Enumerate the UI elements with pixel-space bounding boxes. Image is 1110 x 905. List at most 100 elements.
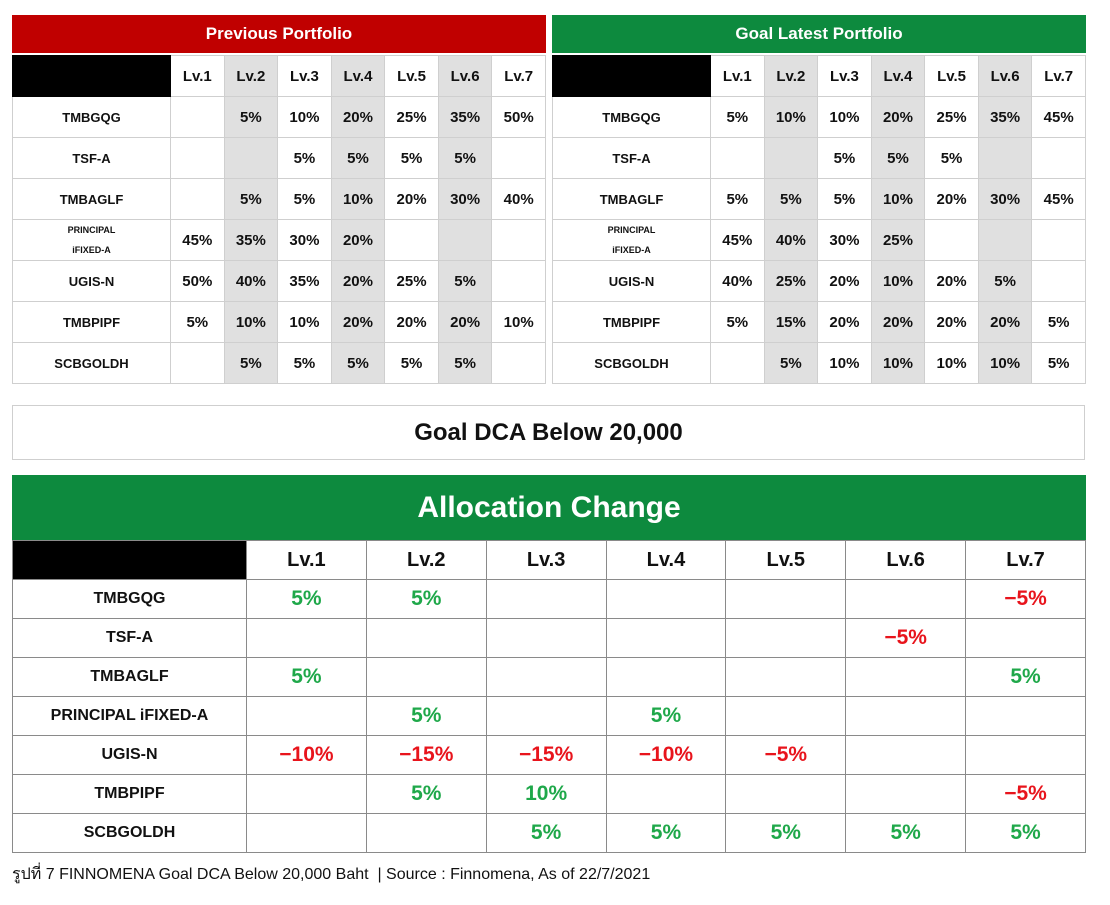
value-cell: 40% <box>223 260 279 302</box>
value-cell: 20% <box>330 260 386 302</box>
value-cell: 5% <box>965 657 1086 697</box>
row-label: PRINCIPAL iFIXED-A <box>12 696 247 736</box>
column-header: Lv.5 <box>725 540 847 580</box>
column-header: Lv.2 <box>763 55 819 97</box>
value-cell: 5% <box>437 137 493 179</box>
value-cell: 25% <box>763 260 819 302</box>
empty-cell <box>491 342 546 384</box>
empty-cell <box>491 137 546 179</box>
value-cell: 5% <box>817 137 872 179</box>
latest-portfolio: Goal Latest Portfolio Lv.1 Lv.2 Lv.3 Lv.4 Lv.… <box>552 15 1086 384</box>
empty-cell <box>1031 219 1086 261</box>
row-label: TMBPIPF <box>552 301 711 343</box>
value-cell: 10% <box>485 774 607 814</box>
value-cell: 20% <box>977 301 1033 343</box>
value-cell: 35% <box>437 96 493 138</box>
value-cell: 5% <box>170 301 225 343</box>
row: SCBGOLDH 5% 10% 10% 10% 10% 5% <box>552 342 1086 384</box>
value-cell: 40% <box>763 219 819 261</box>
value-cell: −5% <box>845 618 967 658</box>
corner-cell <box>552 55 711 97</box>
empty-cell <box>246 696 367 736</box>
value-cell: 5% <box>605 813 727 853</box>
value-cell: 20% <box>384 178 439 220</box>
row-label: TMBPIPF <box>12 301 171 343</box>
value-cell: 5% <box>870 137 926 179</box>
value-cell: 10% <box>223 301 279 343</box>
value-cell: 5% <box>277 178 332 220</box>
header-bar: Goal Latest Portfolio <box>552 15 1086 53</box>
value-cell: 25% <box>924 96 979 138</box>
value-cell: 5% <box>924 137 979 179</box>
row: TMBPIPF 5% 10% −5% <box>12 774 1086 814</box>
empty-cell <box>485 696 607 736</box>
empty-cell <box>605 774 727 814</box>
column-header: Lv.6 <box>437 55 493 97</box>
empty-cell <box>437 219 493 261</box>
row-label: TMBAGLF <box>552 178 711 220</box>
value-cell: 20% <box>924 260 979 302</box>
row: TMBPIPF 5% 15% 20% 20% 20% 20% 5% <box>552 301 1086 343</box>
value-cell: 45% <box>170 219 225 261</box>
value-cell: 5% <box>710 301 765 343</box>
empty-cell <box>170 342 225 384</box>
empty-cell <box>725 618 847 658</box>
value-cell: 5% <box>965 813 1086 853</box>
empty-cell <box>977 219 1033 261</box>
value-cell: 30% <box>817 219 872 261</box>
value-cell: 10% <box>870 260 926 302</box>
empty-cell <box>965 735 1086 775</box>
value-cell: 5% <box>277 137 332 179</box>
value-cell: 5% <box>1031 342 1086 384</box>
column-header: Lv.2 <box>365 540 487 580</box>
empty-cell <box>605 579 727 619</box>
value-cell: 5% <box>605 696 727 736</box>
value-cell: 35% <box>277 260 332 302</box>
value-cell: 5% <box>384 342 439 384</box>
empty-cell <box>710 342 765 384</box>
value-cell: 15% <box>763 301 819 343</box>
column-header: Lv.2 <box>223 55 279 97</box>
value-cell: 35% <box>223 219 279 261</box>
empty-cell <box>924 219 979 261</box>
empty-cell <box>1031 137 1086 179</box>
value-cell: 5% <box>223 96 279 138</box>
value-cell: 5% <box>365 696 487 736</box>
value-cell: 5% <box>223 178 279 220</box>
empty-cell <box>845 774 967 814</box>
empty-cell <box>605 657 727 697</box>
value-cell: 10% <box>870 178 926 220</box>
value-cell: 20% <box>870 301 926 343</box>
column-header: Lv.6 <box>845 540 967 580</box>
row: TMBAGLF 5% 5% 10% 20% 30% 40% <box>12 178 546 220</box>
value-cell: 30% <box>437 178 493 220</box>
column-header: Lv.5 <box>384 55 439 97</box>
value-cell: 20% <box>924 178 979 220</box>
empty-cell <box>845 657 967 697</box>
row: TMBGQG 5% 5% −5% <box>12 579 1086 619</box>
value-cell: 5% <box>246 579 367 619</box>
value-cell: −10% <box>605 735 727 775</box>
row-label: PRINCIPAL iFIXED-A <box>12 219 171 261</box>
row: PRINCIPAL iFIXED-A 45% 35% 30% 20% <box>12 219 546 261</box>
row-label: TSF-A <box>12 137 171 179</box>
empty-cell <box>384 219 439 261</box>
table: Lv.1 Lv.2 Lv.3 Lv.4 Lv.5 Lv.6 Lv.7 TMBGQG 5% 10% 2… <box>12 55 546 384</box>
row-label: TMBAGLF <box>12 657 247 697</box>
value-cell: 50% <box>491 96 546 138</box>
row-label: SCBGOLDH <box>12 813 247 853</box>
allocation-change: Allocation Change Lv.1 Lv.2 Lv.3 Lv.4 Lv.5 Lv.… <box>12 475 1086 853</box>
empty-cell <box>965 618 1086 658</box>
empty-cell <box>845 696 967 736</box>
empty-cell <box>365 813 487 853</box>
label-text: PRINCIPAL iFIXED-A <box>67 225 116 255</box>
header-row: Lv.1 Lv.2 Lv.3 Lv.4 Lv.5 Lv.6 Lv.7 <box>12 540 1086 580</box>
value-cell: 20% <box>817 301 872 343</box>
value-cell: 20% <box>437 301 493 343</box>
row-label: TSF-A <box>12 618 247 658</box>
row: TMBPIPF 5% 10% 10% 20% 20% 20% 10% <box>12 301 546 343</box>
value-cell: −15% <box>485 735 607 775</box>
row-label: TMBGQG <box>12 96 171 138</box>
value-cell: 20% <box>817 260 872 302</box>
value-cell: −10% <box>246 735 367 775</box>
